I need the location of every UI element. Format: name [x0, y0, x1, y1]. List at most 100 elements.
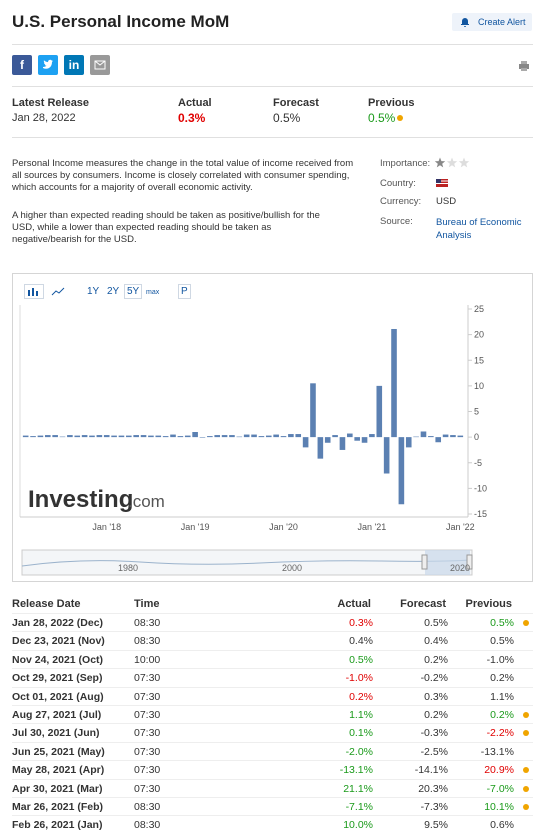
star — [434, 157, 446, 168]
actual: -13.1% — [339, 764, 373, 777]
forecast: -2.5% — [420, 745, 448, 758]
bar — [229, 435, 235, 438]
forecast: -0.3% — [420, 727, 448, 740]
previous: 0.6% — [490, 819, 514, 832]
release-date: Jan 28, 2022 — [12, 112, 76, 124]
previous: 20.9% — [484, 764, 514, 777]
bar — [155, 435, 162, 438]
bar — [450, 435, 456, 438]
info-label: Source: — [380, 216, 413, 227]
actual: 10.0% — [343, 819, 373, 832]
y-tick-label: 25 — [474, 304, 484, 314]
previous: -7.0% — [486, 782, 514, 795]
navigator-label: 2020 — [450, 563, 470, 573]
bar — [96, 435, 103, 438]
forecast: 9.5% — [424, 819, 448, 832]
revised-dot — [523, 730, 529, 737]
alert-button[interactable]: Create Alert — [452, 13, 532, 31]
bar — [457, 435, 464, 438]
star — [446, 157, 458, 168]
bar — [376, 385, 383, 438]
bar — [295, 434, 302, 438]
x-tick-label: Jan '18 — [92, 522, 121, 532]
linkedin[interactable]: in — [64, 55, 84, 75]
bar — [310, 383, 316, 438]
table-row: Oct 01, 2021 (Aug) 07:30 0.2% 0.3% 1.1% — [12, 686, 533, 706]
y-tick-label: 5 — [474, 407, 479, 417]
bar — [118, 435, 125, 438]
table-header: Forecast — [400, 598, 446, 610]
actual: 0.3% — [178, 111, 206, 125]
table-row: Feb 26, 2021 (Jan) 08:30 10.0% 9.5% 0.6% — [12, 815, 533, 834]
release-date: Jul 30, 2021 (Jun) — [12, 727, 100, 740]
bar — [347, 433, 353, 438]
revised-dot — [523, 712, 529, 718]
bar — [126, 435, 132, 438]
previous: -13.1% — [480, 745, 514, 758]
twitter[interactable] — [38, 55, 58, 75]
table-row: Mar 26, 2021 (Feb) 08:30 -7.1% -7.3% 10.1% — [12, 797, 533, 816]
revised-dot — [397, 115, 403, 121]
bar — [324, 437, 331, 443]
forecast: 0.3% — [424, 690, 448, 703]
bar — [170, 434, 176, 438]
previous: 10.1% — [484, 801, 514, 813]
forecast: 0.2% — [424, 653, 448, 666]
bar — [435, 437, 442, 443]
email[interactable] — [90, 55, 110, 75]
line-view[interactable] — [48, 284, 68, 299]
price-button[interactable]: P — [178, 284, 191, 299]
table-header: Actual — [337, 598, 371, 610]
range-button[interactable]: 2Y — [104, 284, 123, 299]
forecast: 20.3% — [418, 782, 448, 795]
time: 08:30 — [134, 617, 161, 629]
bar — [192, 432, 198, 438]
x-tick-label: Jan '19 — [181, 522, 210, 532]
table-row: Oct 29, 2021 (Sep) 07:30 -1.0% -0.2% 0.2% — [12, 668, 533, 687]
forecast: 0.5% — [424, 617, 448, 629]
actual: -2.0% — [345, 745, 373, 758]
release-date: Jan 28, 2022 (Dec) — [12, 617, 104, 629]
range-button[interactable]: max — [143, 287, 163, 298]
bar — [273, 434, 279, 438]
range-button[interactable]: 5Y — [124, 284, 143, 299]
bar — [369, 434, 375, 438]
bar — [339, 437, 346, 450]
range-button[interactable]: 1Y — [84, 284, 103, 299]
bar — [44, 435, 51, 438]
bar — [398, 437, 405, 505]
time: 07:30 — [134, 764, 161, 777]
bar — [354, 437, 360, 441]
table-row: Jul 30, 2021 (Jun) 07:30 0.1% -0.3% -2.2% — [12, 723, 533, 742]
bar — [221, 435, 228, 438]
print-icon[interactable] — [518, 60, 530, 72]
previous: 1.1% — [490, 690, 514, 703]
bar-view[interactable] — [24, 284, 44, 299]
alert-text: Create Alert — [478, 17, 526, 27]
bell-icon — [461, 18, 469, 27]
bar — [140, 435, 147, 438]
time: 08:30 — [134, 819, 161, 832]
forecast: 0.4% — [424, 635, 448, 648]
actual: 1.1% — [349, 709, 373, 721]
facebook[interactable]: f — [12, 55, 32, 75]
info-label: Currency: — [380, 196, 422, 207]
bar — [251, 434, 257, 438]
info-label: Importance: — [380, 158, 431, 169]
forecast: -7.3% — [420, 801, 448, 813]
bar — [361, 437, 368, 443]
table-row: Jun 25, 2021 (May) 07:30 -2.0% -2.5% -13.1% — [12, 741, 533, 761]
currency: USD — [436, 196, 457, 207]
y-tick-label: -5 — [474, 458, 482, 468]
description: Personal Income measures the change in t… — [12, 158, 354, 193]
label: Previous — [368, 97, 415, 109]
table-row: Apr 30, 2021 (Mar) 07:30 21.1% 20.3% -7.0% — [12, 778, 533, 798]
forecast: 0.5% — [273, 111, 301, 125]
bar — [177, 436, 184, 438]
time: 07:30 — [134, 709, 161, 721]
bar — [413, 436, 419, 438]
time: 07:30 — [134, 745, 161, 758]
release-date: Nov 24, 2021 (Oct) — [12, 653, 104, 666]
source-link[interactable]: Bureau of Economic Analysis — [436, 217, 522, 241]
chart-frame — [12, 273, 533, 582]
